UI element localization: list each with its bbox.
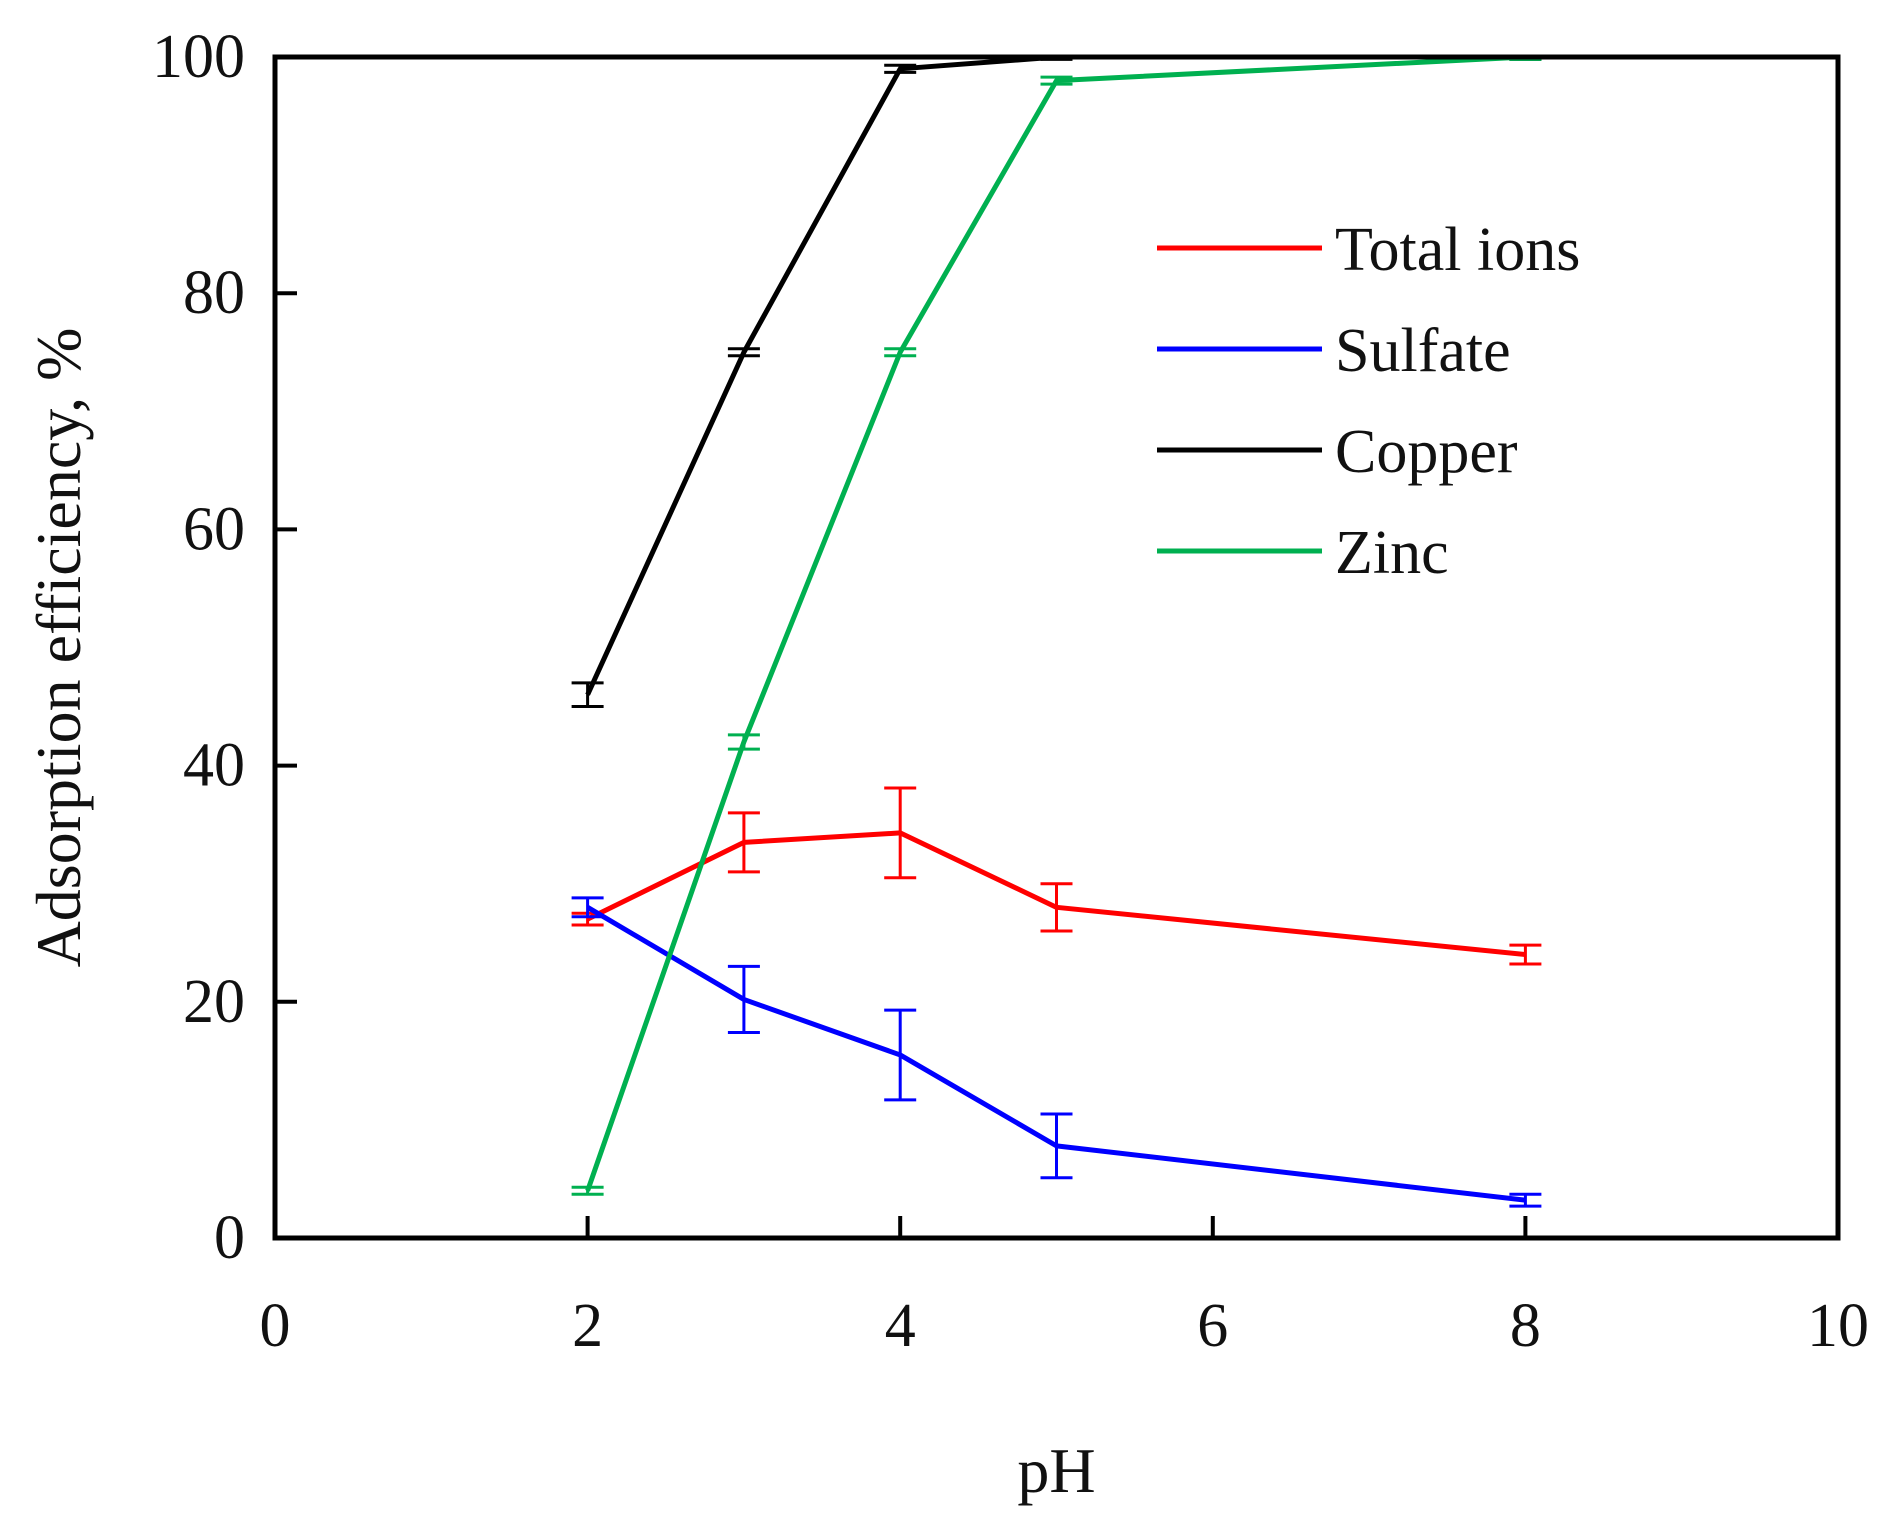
legend-item-copper: Copper [1157,418,1518,486]
y-tick-label: 100 [152,23,245,91]
y-tick-label: 60 [183,495,245,563]
x-tick-label: 4 [885,1292,916,1360]
plot-frame [272,54,1841,1241]
y-tick-label: 80 [183,259,245,327]
legend-label: Sulfate [1335,317,1511,385]
legend-item-sulfate: Sulfate [1157,317,1511,385]
legend: Total ions Sulfate Copper Zinc [1157,216,1580,587]
y-tick-label: 40 [183,732,245,800]
x-axis-title: pH [1017,1435,1095,1506]
x-tick-label: 10 [1807,1292,1869,1360]
series-sulfate [571,896,1542,1208]
legend-item-zinc: Zinc [1157,519,1449,587]
x-tick-label: 2 [572,1292,603,1360]
legend-item-total-ions: Total ions [1157,216,1580,284]
y-tick-label: 20 [183,968,245,1036]
y-axis-title: Adsorption efficiency, % [23,328,94,968]
x-tick-label: 6 [1197,1292,1228,1360]
legend-label: Total ions [1335,216,1580,284]
x-axis-ticks: 0 2 4 6 8 10 [260,1216,1869,1360]
legend-label: Zinc [1335,519,1449,587]
x-tick-label: 8 [1510,1292,1541,1360]
y-tick-label: 0 [214,1204,245,1272]
x-tick-label: 0 [260,1292,291,1360]
legend-label: Copper [1335,418,1518,486]
y-axis-ticks: 0 20 40 60 80 100 [152,23,297,1272]
